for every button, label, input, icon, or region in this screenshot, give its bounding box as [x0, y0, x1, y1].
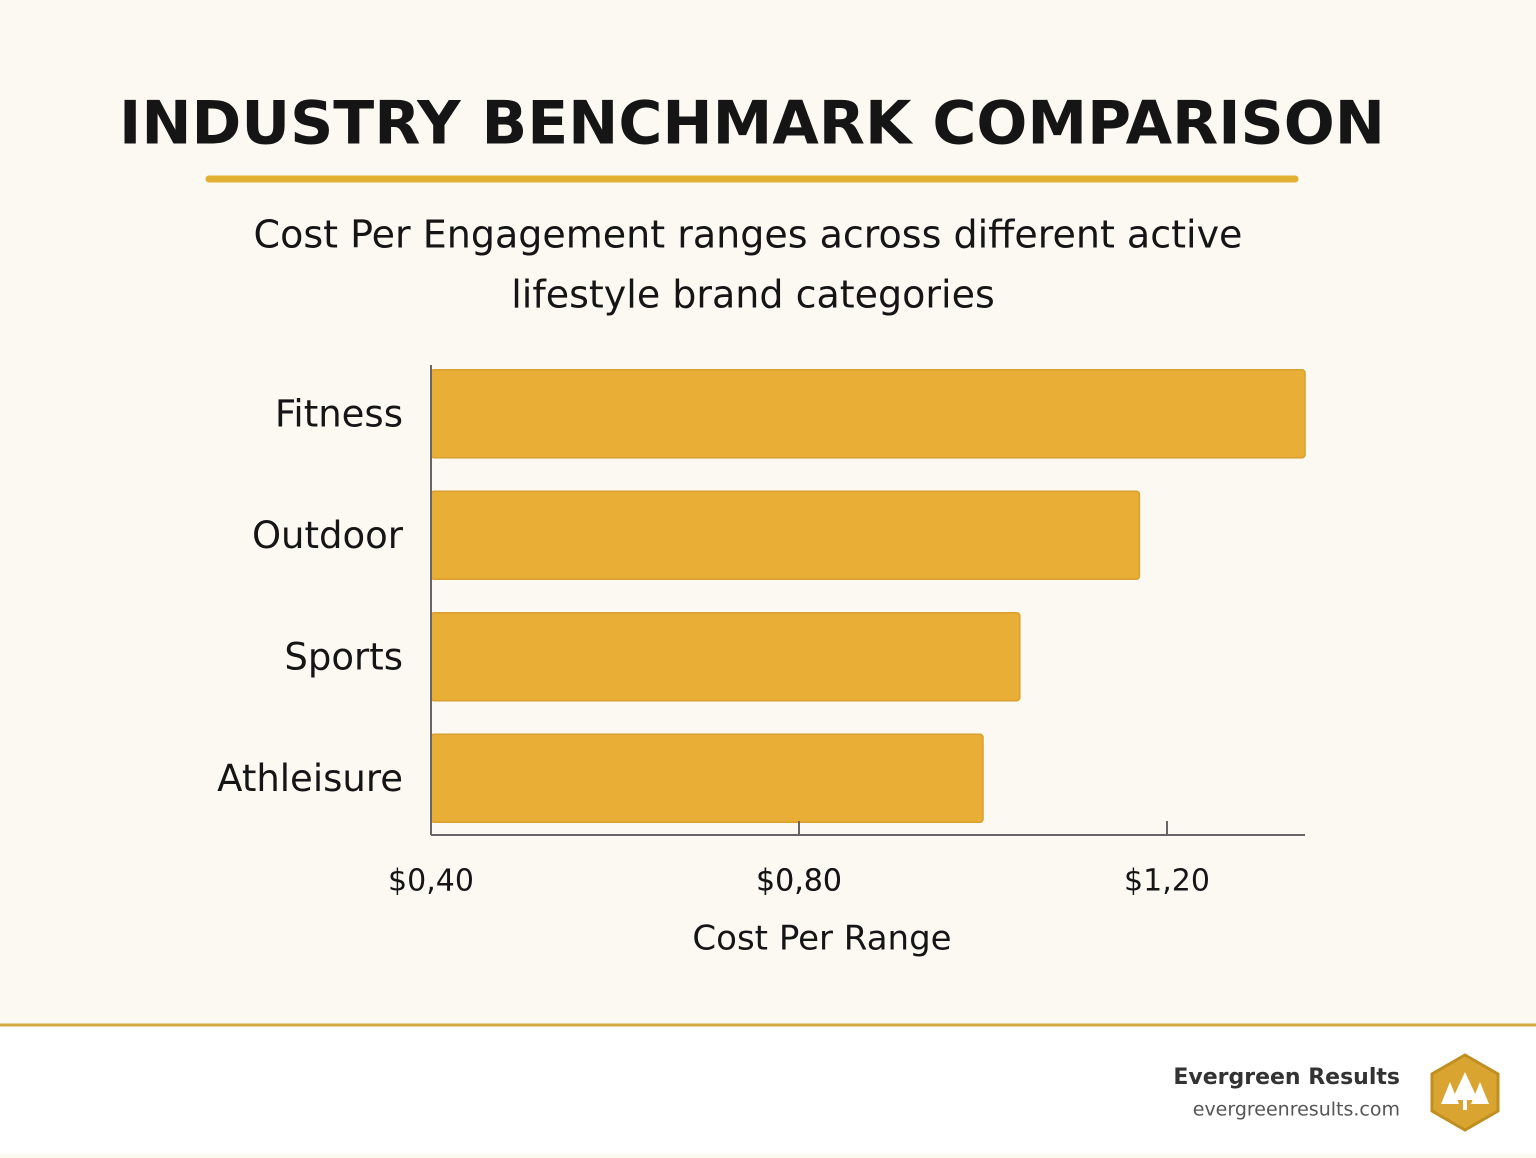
brand-name: Evergreen Results: [1173, 1065, 1400, 1090]
chart-subtitle: Cost Per Engagement ranges across differ…: [254, 213, 1243, 257]
y-tick-label: Fitness: [275, 392, 403, 435]
chart-subtitle: lifestyle brand categories: [511, 273, 995, 317]
bar: [430, 369, 1306, 459]
x-tick-label: $0,40: [388, 864, 474, 899]
bar: [430, 612, 1021, 702]
plot-area: Fitness Outdoor Sports Athleisure $0,40 $0,80…: [217, 365, 1306, 899]
x-axis-title: Cost Per Range: [692, 919, 951, 959]
y-tick-label: Athleisure: [217, 757, 403, 800]
bar: [430, 490, 1141, 580]
x-tick-label: $1,20: [1124, 864, 1210, 899]
x-tick-label: $0,80: [756, 864, 842, 899]
footer-background: [0, 1025, 1536, 1154]
y-tick-label: Sports: [284, 635, 403, 678]
brand-url: evergreenresults.com: [1193, 1099, 1400, 1121]
bar: [430, 733, 984, 823]
y-tick-label: Outdoor: [252, 514, 404, 557]
chart-title: INDUSTRY BENCHMARK COMPARISON: [119, 89, 1385, 159]
x-tick-label: $0,80: [756, 864, 842, 899]
brand-logo: [1430, 1053, 1500, 1132]
